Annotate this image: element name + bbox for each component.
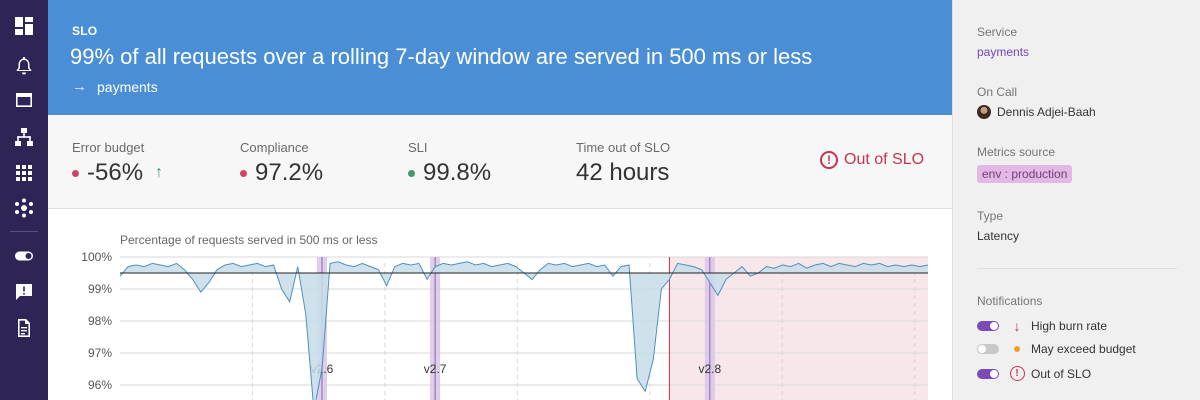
arrow-right-icon: → [72, 78, 87, 95]
bell-icon[interactable] [12, 53, 36, 77]
metrics-source-label: Metrics source [977, 145, 1056, 159]
y-tick-label: 98% [88, 314, 112, 328]
status-dot [72, 169, 79, 177]
stat-value: 42 hours [576, 159, 670, 186]
service-label: Service [977, 25, 1018, 39]
dot-icon [1009, 346, 1025, 352]
toggle-icon[interactable] [12, 244, 36, 268]
stat-time-out-of-slo: Time out of SLO 42 hours [576, 140, 670, 187]
alert-circle-icon: ! [1009, 366, 1025, 381]
feedback-icon[interactable] [12, 280, 36, 304]
status-dot [408, 169, 415, 177]
panel-divider [977, 268, 1177, 269]
notifications-label: Notifications [977, 294, 1043, 308]
alert-circle-icon: ! [820, 151, 838, 169]
metrics-source-value: env : production [977, 165, 1073, 183]
status-dot [240, 169, 247, 177]
y-tick-label: 96% [88, 378, 112, 392]
stat-label: Time out of SLO [576, 140, 671, 155]
y-tick-label: 99% [88, 282, 112, 296]
chart-title: Percentage of requests served in 500 ms … [120, 233, 378, 247]
status-badge-label: Out of SLO [844, 151, 925, 168]
apps-grid-icon[interactable] [12, 161, 36, 185]
slo-header: SLO 99% of all requests over a rolling 7… [48, 0, 952, 115]
notification-label: May exceed budget [1031, 342, 1136, 356]
oncall-value[interactable]: Dennis Adjei-Baah [977, 105, 1096, 119]
stat-label: Error budget [72, 140, 145, 155]
type-value: Latency [977, 229, 1020, 243]
stat-label: SLI [408, 140, 428, 155]
service-link[interactable]: payments [97, 78, 158, 95]
deployment-label: v2.8 [698, 362, 721, 376]
notification-label: High burn rate [1031, 319, 1108, 333]
slo-stats: Error budget -56% ↑ Compliance 97.2% SLI… [48, 115, 952, 209]
avatar [977, 105, 991, 119]
y-tick-label: 100% [81, 250, 112, 264]
notification-may-exceed-budget: May exceed budget [977, 342, 1136, 356]
notification-high-burn-rate: ↓ High burn rate [977, 318, 1107, 334]
hierarchy-icon[interactable] [12, 125, 36, 149]
nav-divider [10, 231, 38, 232]
y-tick-label: 97% [88, 346, 112, 360]
stat-value: -56% [87, 159, 144, 186]
deployment-label: v2.7 [424, 362, 447, 376]
dashboard-icon[interactable] [12, 14, 36, 38]
stat-value: 99.8% [423, 159, 492, 186]
page-title: 99% of all requests over a rolling 7-day… [70, 44, 813, 69]
details-panel: Service payments On Call Dennis Adjei-Ba… [952, 0, 1200, 400]
service-breadcrumb[interactable]: → payments [72, 78, 158, 95]
stat-compliance: Compliance 97.2% [240, 140, 323, 187]
notification-toggle[interactable] [977, 368, 999, 379]
type-label: Type [977, 209, 1004, 223]
stat-value: 97.2% [255, 159, 324, 186]
arrow-up-icon: ↑ [155, 164, 164, 181]
status-badge: ! Out of SLO [820, 151, 924, 169]
notification-label: Out of SLO [1031, 366, 1092, 381]
notification-toggle[interactable] [977, 344, 999, 354]
slo-kicker: SLO [72, 24, 98, 38]
notification-toggle[interactable] [977, 321, 999, 331]
env-chip[interactable]: env : production [977, 165, 1073, 183]
service-link[interactable]: payments [977, 45, 1030, 59]
oncall-label: On Call [977, 85, 1018, 99]
stat-sli: SLI 99.8% [408, 140, 491, 187]
stat-label: Compliance [240, 140, 309, 155]
oncall-name[interactable]: Dennis Adjei-Baah [997, 105, 1096, 119]
sli-chart: 100%99%98%97%96%v2.6v2.7v2.8 [81, 250, 929, 400]
network-icon[interactable] [12, 196, 36, 220]
nav-rail [0, 0, 48, 400]
arrow-down-icon: ↓ [1013, 318, 1021, 334]
document-icon[interactable] [12, 316, 36, 340]
window-icon[interactable] [12, 88, 36, 112]
stat-error-budget: Error budget -56% ↑ [72, 140, 163, 187]
notification-out-of-slo: ! Out of SLO [977, 366, 1091, 381]
service-value[interactable]: payments [977, 45, 1029, 59]
